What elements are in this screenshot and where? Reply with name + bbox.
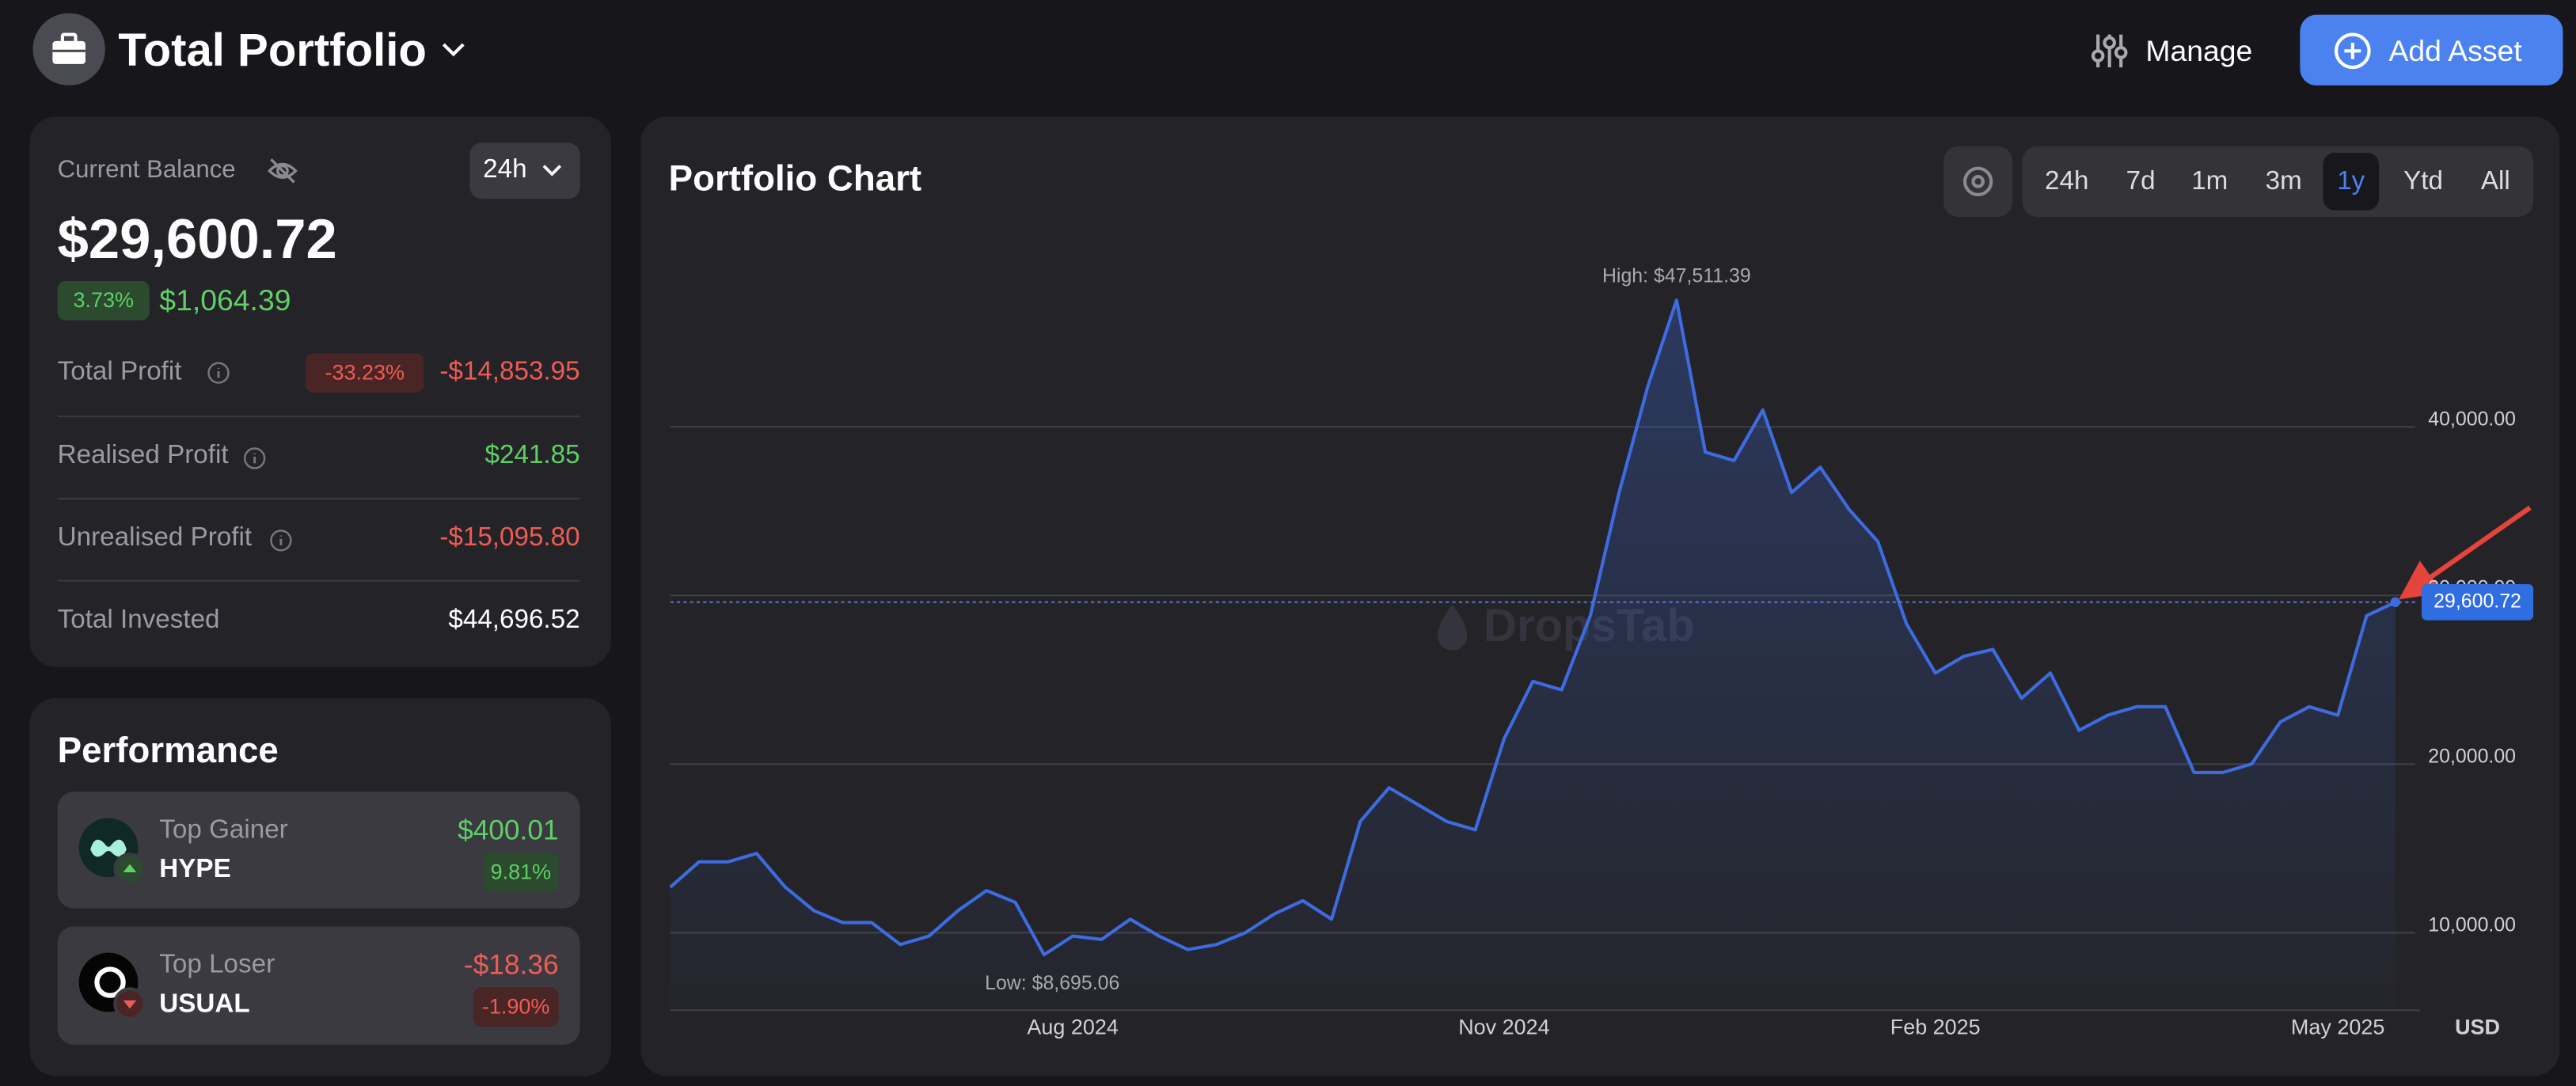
range-button[interactable]: 24h	[2045, 166, 2088, 196]
row-value: $44,696.52	[448, 606, 580, 635]
high-label: High: $47,511.39	[1602, 265, 1751, 287]
current-point	[2390, 597, 2401, 607]
period-label[interactable]: 24h	[483, 156, 527, 184]
divider	[57, 416, 580, 418]
info-icon[interactable]	[269, 529, 292, 552]
usual-icon	[78, 952, 146, 1020]
perf-label: Top Gainer	[159, 816, 288, 845]
row-label: Unrealised Profit	[57, 524, 253, 552]
perf-pct: 9.81%	[483, 852, 559, 892]
period-dropdown[interactable]	[469, 142, 580, 199]
current-label: 29,600.72	[2434, 590, 2521, 612]
title-chevron[interactable]	[440, 40, 466, 59]
x-tick-label: Nov 2024	[1458, 1015, 1549, 1039]
manage-icon[interactable]	[2090, 31, 2130, 70]
profit-badge: -33.23%	[306, 353, 424, 393]
perf-asset: USUAL	[159, 990, 250, 1019]
y-tick-label: 40,000.00	[2428, 408, 2516, 431]
add-icon[interactable]	[2333, 31, 2373, 70]
y-tick-label: 20,000.00	[2428, 746, 2516, 768]
hide-icon[interactable]	[266, 156, 299, 185]
range-button[interactable]: 3m	[2266, 166, 2302, 196]
balance-label: Current Balance	[57, 156, 236, 184]
x-tick-label: Aug 2024	[1027, 1015, 1118, 1039]
period-chevron[interactable]	[542, 162, 562, 179]
x-tick-label: May 2025	[2291, 1015, 2384, 1039]
divider	[57, 579, 580, 582]
add-asset-label[interactable]: Add Asset	[2388, 34, 2522, 68]
manage-button[interactable]: Manage	[2145, 34, 2253, 68]
line	[669, 298, 2396, 957]
range-button[interactable]: All	[2481, 166, 2510, 196]
low-label: Low: $8,695.06	[985, 972, 1119, 994]
portfolio-title[interactable]: Total Portfolio	[118, 25, 427, 76]
y-tick-label: 10,000.00	[2428, 914, 2516, 936]
perf-asset: HYPE	[159, 856, 231, 884]
chart-title: Portfolio Chart	[669, 158, 921, 198]
x-tick-label: Feb 2025	[1890, 1015, 1981, 1039]
unit-label: USD	[2455, 1015, 2500, 1039]
range-button[interactable]: Ytd	[2403, 166, 2443, 196]
range-button[interactable]: 1m	[2191, 166, 2228, 196]
row-value: $241.85	[484, 442, 580, 470]
row-value: -$15,095.80	[439, 524, 580, 552]
range-button[interactable]: 1y	[2337, 166, 2365, 196]
balance-value: $29,600.72	[57, 208, 337, 272]
change-pct-badge: 3.73%	[57, 280, 150, 321]
hype-icon	[78, 818, 146, 886]
row-value: -$14,853.95	[439, 358, 580, 386]
portfolio-icon	[32, 13, 105, 85]
performance-title: Performance	[57, 729, 279, 771]
range-active[interactable]	[2323, 153, 2380, 211]
row-label: Total Profit	[57, 358, 182, 386]
info-icon[interactable]	[207, 362, 230, 385]
perf-value: $400.01	[458, 814, 559, 846]
row-label: Realised Profit	[57, 442, 229, 470]
perf-pct: -1.90%	[473, 987, 559, 1027]
pointer-arrow	[2399, 505, 2532, 600]
current-tag	[2421, 583, 2534, 621]
perf-label: Top Loser	[159, 951, 275, 979]
chart: Portfolio Chart DropsTab 24h7d1m3m1yYtdA…	[669, 146, 2534, 1039]
row-label: Total Invested	[57, 606, 220, 635]
range-group	[2022, 146, 2534, 217]
info-icon[interactable]	[243, 446, 266, 469]
watermark-icon	[1437, 604, 1468, 651]
range-button[interactable]: 7d	[2126, 166, 2156, 196]
perf-value: -$18.36	[463, 949, 559, 981]
settings-button[interactable]	[1943, 146, 2013, 217]
divider	[57, 497, 580, 499]
area	[670, 300, 2396, 1011]
settings-icon[interactable]	[1962, 166, 1993, 196]
add-asset-button[interactable]	[2300, 14, 2563, 85]
change-value: $1,064.39	[159, 284, 291, 317]
